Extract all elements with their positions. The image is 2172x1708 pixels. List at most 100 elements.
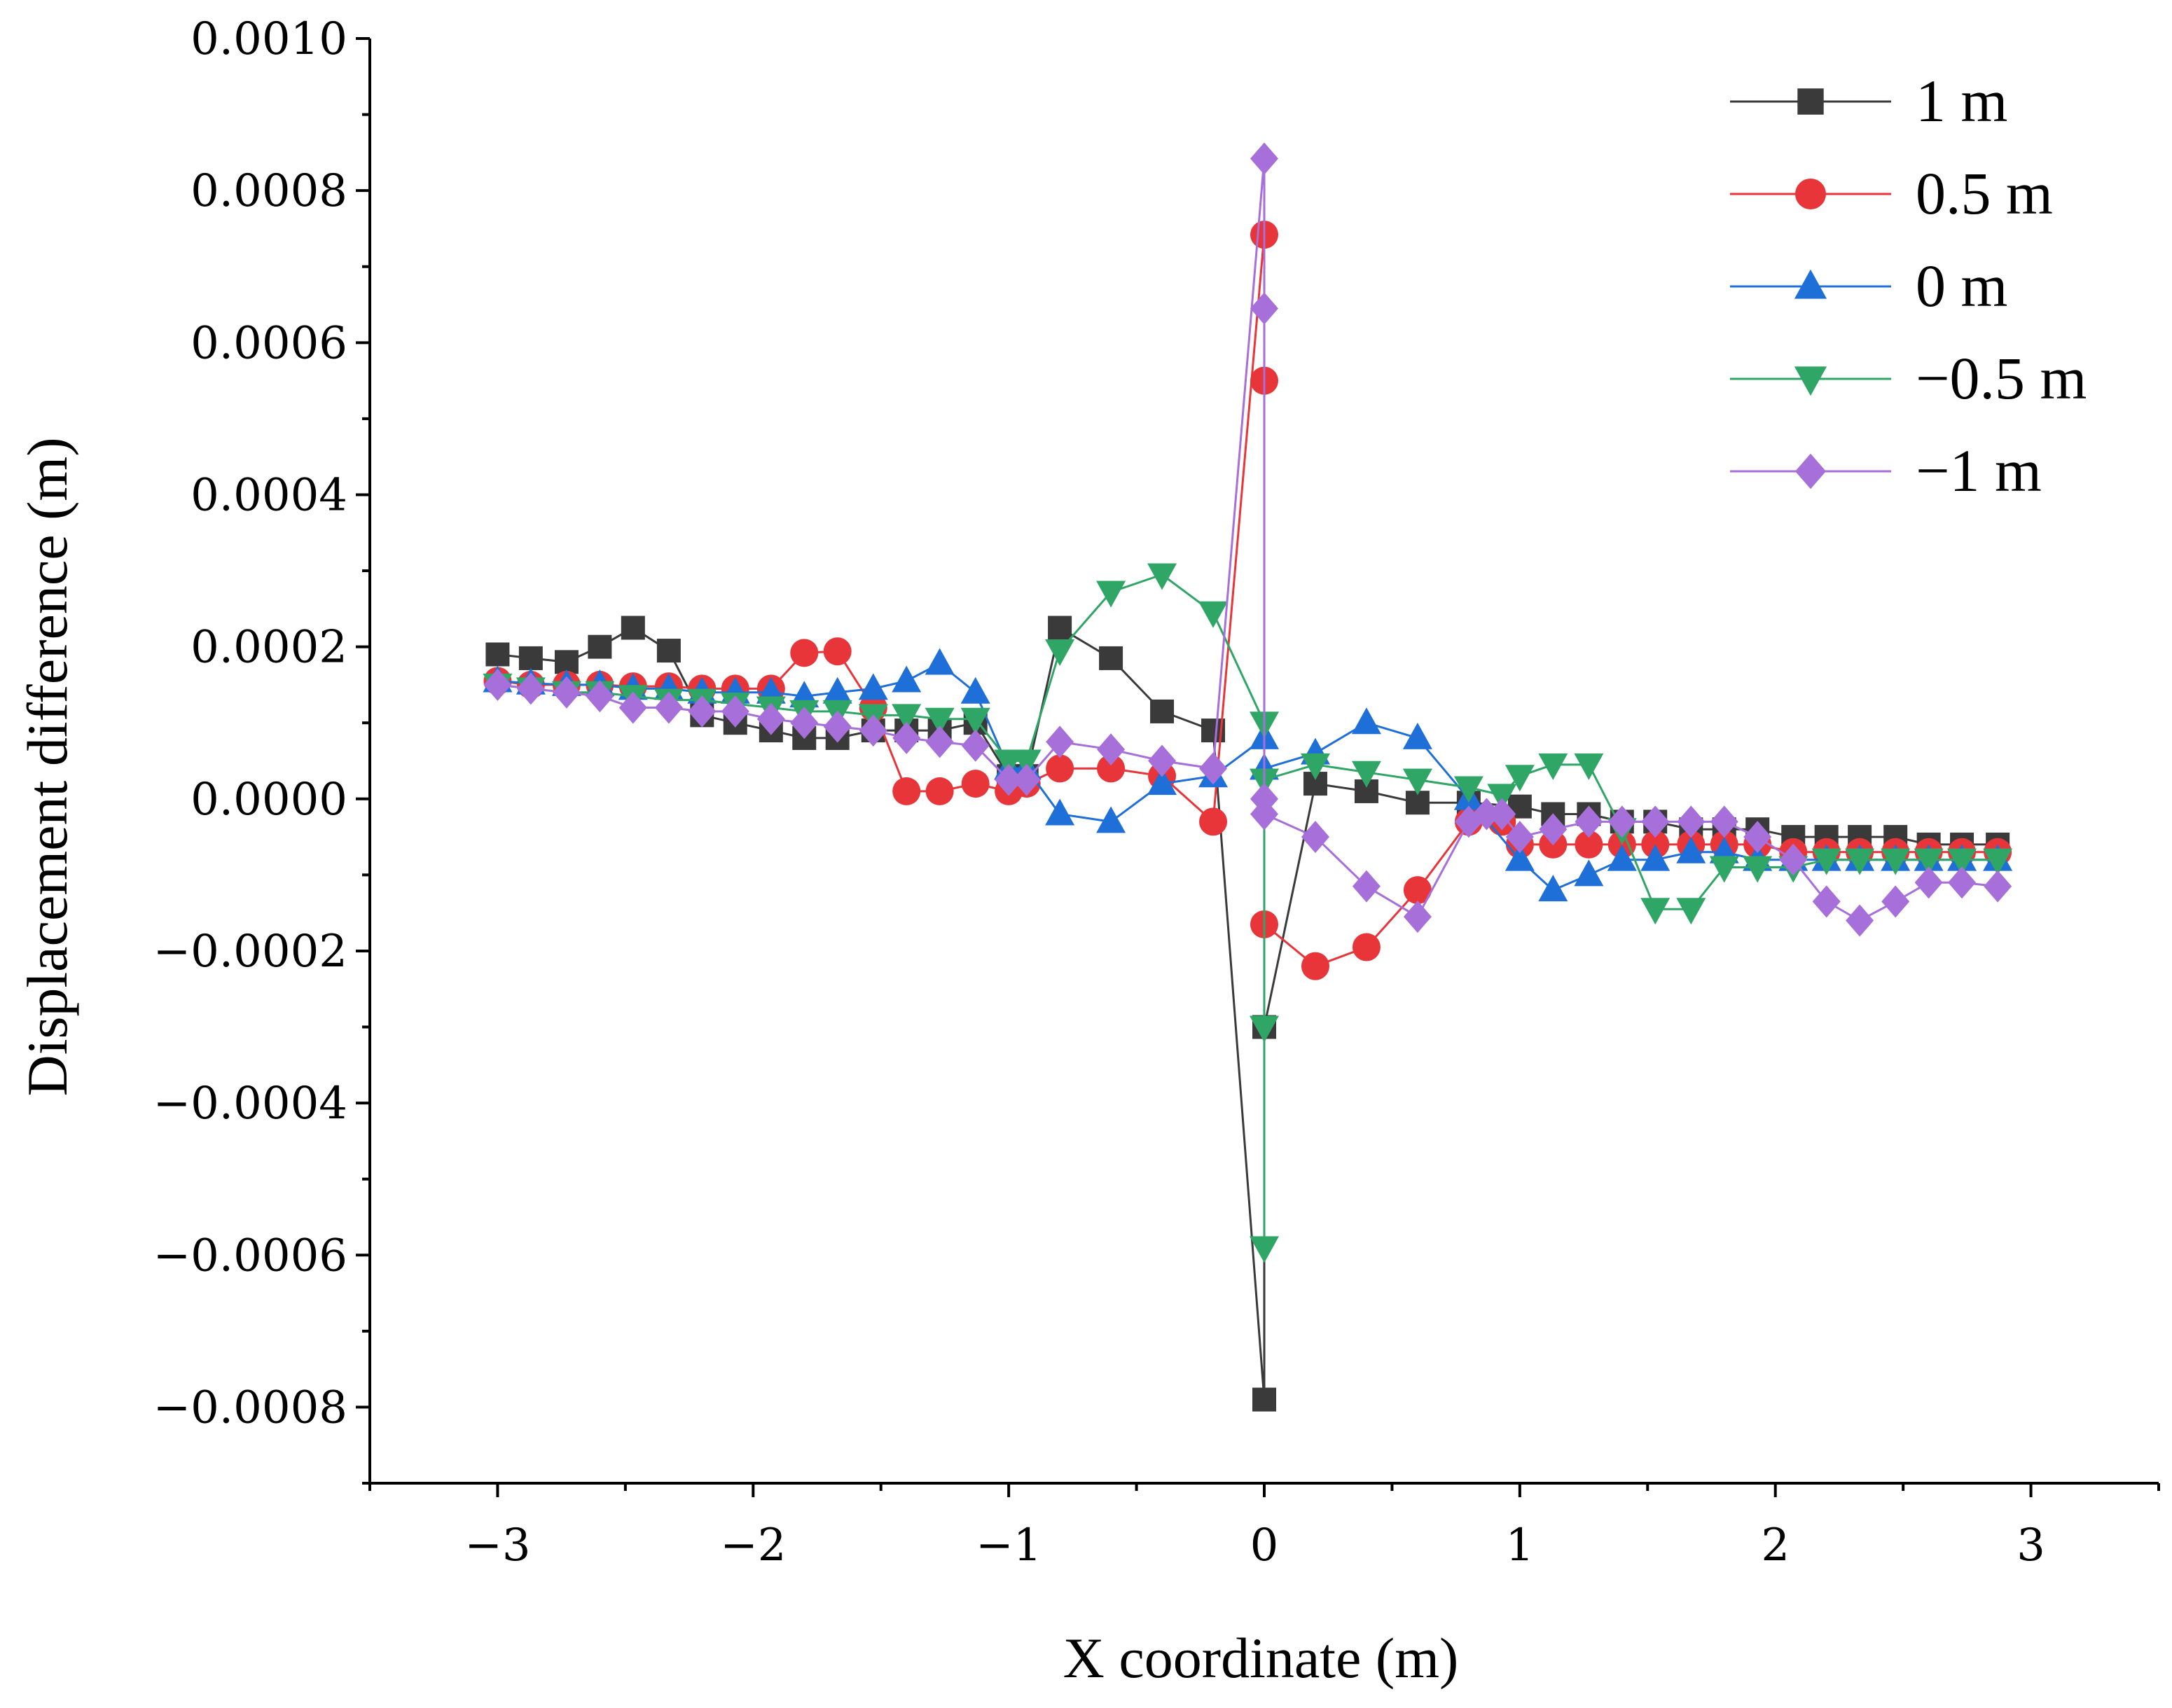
y-tick-label: 0.0010: [191, 13, 347, 65]
data-point: [1539, 813, 1568, 846]
y-tick-label: −0.0004: [153, 1078, 347, 1130]
data-point: [1352, 870, 1381, 903]
data-point: [1250, 798, 1278, 831]
legend-marker: [1795, 179, 1826, 209]
data-point: [516, 672, 545, 705]
data-point: [925, 725, 954, 758]
data-point: [1575, 830, 1603, 859]
legend-label: 0.5 m: [1916, 160, 2053, 227]
data-point: [1538, 875, 1568, 902]
y-tick-label: 0.0000: [191, 774, 347, 826]
legend-label: −1 m: [1916, 437, 2042, 504]
data-point: [1845, 848, 1875, 875]
data-point: [1301, 821, 1329, 854]
data-point: [586, 680, 614, 713]
data-point: [1046, 725, 1074, 758]
data-point: [1709, 856, 1739, 883]
y-tick-label: −0.0006: [153, 1230, 347, 1282]
data-point: [1402, 722, 1432, 749]
data-point: [1983, 848, 2013, 875]
legend-marker: [1794, 269, 1827, 299]
data-point: [1607, 805, 1636, 838]
data-point: [483, 668, 512, 701]
legend-item: 0.5 m: [1730, 160, 2053, 227]
data-point: [1472, 798, 1501, 831]
legend-label: 1 m: [1916, 67, 2007, 134]
data-point: [1487, 784, 1517, 811]
data-point: [892, 721, 921, 754]
data-point: [961, 770, 990, 798]
data-point: [1250, 1236, 1279, 1263]
y-tick-label: 0.0004: [191, 469, 347, 521]
series-line: [497, 626, 1998, 1400]
series-layer: [483, 142, 2013, 1412]
series-line: [497, 234, 1998, 968]
data-point: [1045, 639, 1075, 667]
y-tick-label: −0.0002: [153, 926, 347, 978]
data-point: [1676, 836, 1706, 863]
data-point: [1743, 856, 1773, 883]
legend-item: 0 m: [1730, 252, 2007, 319]
data-point: [1250, 142, 1278, 175]
data-point: [823, 637, 852, 666]
data-point: [1574, 753, 1604, 780]
data-point: [1575, 805, 1603, 838]
data-point: [823, 710, 852, 743]
x-tick-label: −3: [464, 1520, 530, 1571]
data-point: [518, 646, 543, 670]
legend: 1 m 0.5 m 0 m −0.5 m −1 m: [1730, 67, 2087, 504]
data-point: [721, 695, 749, 728]
data-point: [1676, 898, 1706, 925]
data-point: [822, 676, 852, 704]
x-tick-label: 0: [1250, 1520, 1279, 1571]
data-point: [892, 777, 921, 805]
data-point: [1677, 805, 1706, 838]
x-tick-label: 1: [1505, 1520, 1534, 1571]
data-point: [1641, 805, 1670, 838]
data-point: [960, 707, 990, 735]
data-point: [1812, 885, 1841, 918]
data-point: [925, 777, 954, 805]
data-point: [790, 639, 819, 667]
data-point: [1403, 876, 1432, 905]
data-point: [1505, 765, 1535, 792]
data-point: [892, 704, 922, 731]
data-point: [1147, 563, 1177, 590]
series-line: [497, 158, 1998, 922]
legend-item: −0.5 m: [1730, 345, 2087, 412]
y-tick-label: 0.0002: [191, 622, 347, 674]
x-axis-title: X coordinate (m): [1063, 1626, 1459, 1690]
series-line: [497, 573, 1998, 1248]
data-point: [1984, 870, 2012, 903]
data-point: [1046, 754, 1074, 783]
data-point: [1147, 768, 1177, 796]
legend-marker: [1797, 88, 1824, 115]
data-point: [485, 642, 510, 667]
y-tick-label: 0.0008: [191, 165, 347, 217]
data-point: [859, 714, 887, 747]
data-point: [1048, 616, 1072, 640]
data-point: [790, 707, 819, 740]
data-point: [1948, 866, 1977, 899]
data-point: [1252, 1387, 1276, 1412]
data-point: [1250, 292, 1278, 325]
data-point: [1505, 821, 1534, 854]
data-point: [1607, 844, 1637, 871]
data-point: [1011, 749, 1042, 777]
data-point: [1402, 768, 1432, 796]
data-point: [1947, 848, 1977, 875]
series-line: [497, 662, 1998, 891]
data-point: [1012, 763, 1041, 796]
legend-item: −1 m: [1730, 437, 2042, 504]
x-tick-label: 2: [1761, 1520, 1790, 1571]
axes-layer: −0.0008 −0.0006 −0.0004 −0.0002 0.0000 0.0002…: [153, 13, 2160, 1571]
data-point: [1710, 805, 1738, 838]
data-point: [1505, 844, 1535, 871]
data-point: [1881, 885, 1910, 918]
data-point: [552, 676, 581, 709]
data-point: [621, 616, 645, 640]
series-4: [483, 142, 2012, 937]
legend-marker: [1794, 366, 1827, 396]
legend-label: −0.5 m: [1916, 345, 2087, 412]
